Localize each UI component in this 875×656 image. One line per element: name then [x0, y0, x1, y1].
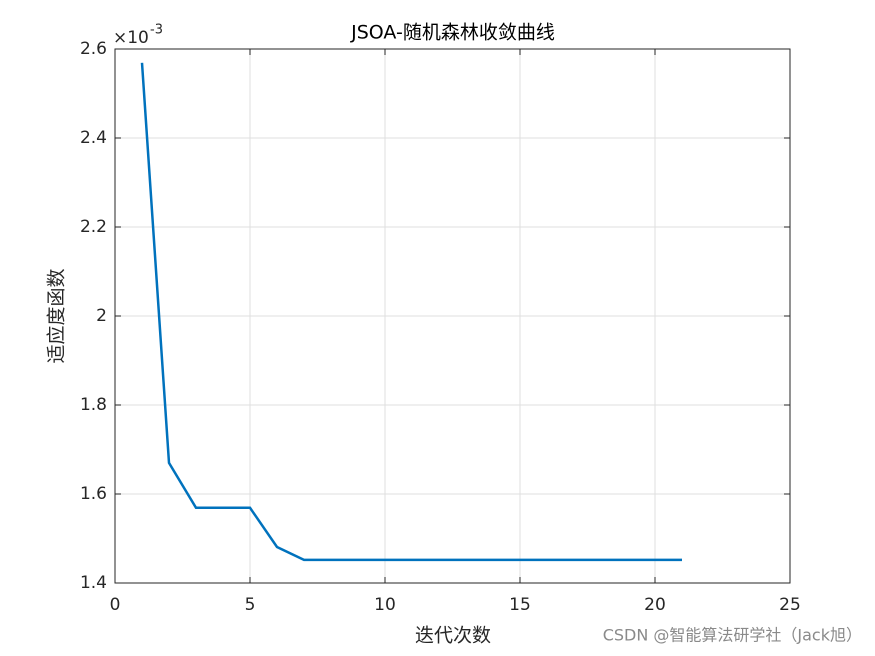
- data-line: [140, 62, 682, 562]
- y-tick-label: 1.8: [80, 395, 107, 415]
- y-tick-label: 2.2: [80, 217, 107, 237]
- watermark: CSDN @智能算法研学社（Jack旭）: [603, 626, 862, 645]
- plot-frame: [114, 48, 791, 584]
- x-tick-label: 0: [110, 595, 121, 615]
- y-exponent: -3: [150, 23, 163, 38]
- x-tick-label: 15: [509, 595, 531, 615]
- x-tick-label: 20: [644, 595, 666, 615]
- x-axis-label: 迭代次数: [415, 625, 491, 647]
- y-axis-label: 适应度函数: [46, 268, 68, 363]
- y-tick-label: 2: [96, 306, 107, 326]
- x-tick-label: 10: [374, 595, 396, 615]
- y-multiplier: ×10: [113, 28, 149, 48]
- y-tick-label: 1.6: [80, 484, 107, 504]
- x-tick-label: 5: [245, 595, 256, 615]
- x-tick-label: 25: [779, 595, 801, 615]
- y-tick-label: 2.4: [80, 128, 107, 148]
- y-tick-label: 2.6: [80, 39, 107, 59]
- y-tick-label: 1.4: [80, 573, 107, 593]
- chart-title: JSOA-随机森林收敛曲线: [350, 22, 555, 44]
